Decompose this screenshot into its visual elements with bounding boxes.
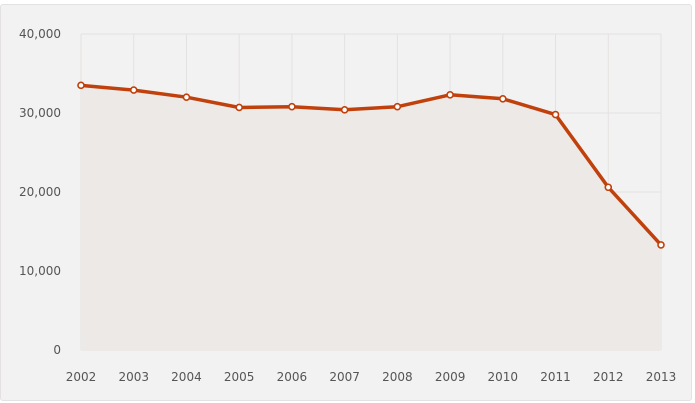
x-tick-label: 2012	[593, 370, 624, 384]
data-point	[604, 183, 613, 192]
y-tick-label: 20,000	[19, 185, 61, 199]
x-tick-label: 2013	[646, 370, 677, 384]
y-tick-label: 40,000	[19, 27, 61, 41]
data-point	[446, 91, 454, 99]
data-point	[77, 81, 85, 90]
x-tick-label: 2011	[540, 370, 571, 384]
x-tick-label: 2002	[66, 370, 97, 384]
data-point	[182, 93, 191, 101]
data-point	[129, 86, 138, 94]
data-point	[340, 106, 349, 114]
data-points	[77, 81, 665, 249]
x-tick-label: 2003	[118, 370, 149, 384]
x-tick-label: 2005	[224, 370, 255, 384]
x-tick-label: 2009	[435, 370, 466, 384]
data-point	[551, 110, 560, 119]
area-fill	[81, 85, 661, 351]
x-axis-ticks: 2002 2003 2004 2005 2006 2007 2008 2009 2010 2011…	[66, 370, 677, 384]
series-line	[79, 83, 663, 247]
data-point	[393, 102, 402, 111]
x-tick-label: 2004	[171, 370, 202, 384]
x-tick-label: 2010	[488, 370, 519, 384]
data-point	[288, 102, 296, 111]
y-tick-label: 10,000	[19, 264, 61, 278]
y-tick-label: 30,000	[19, 106, 61, 120]
data-point	[235, 103, 243, 112]
x-tick-label: 2008	[382, 370, 413, 384]
data-point	[657, 241, 665, 249]
y-tick-label: 0	[53, 343, 61, 357]
y-axis-ticks: 0 10,000 20,000 30,000 40,000	[19, 27, 61, 357]
x-tick-label: 2007	[329, 370, 360, 384]
data-point	[499, 94, 507, 103]
x-tick-label: 2006	[277, 370, 308, 384]
